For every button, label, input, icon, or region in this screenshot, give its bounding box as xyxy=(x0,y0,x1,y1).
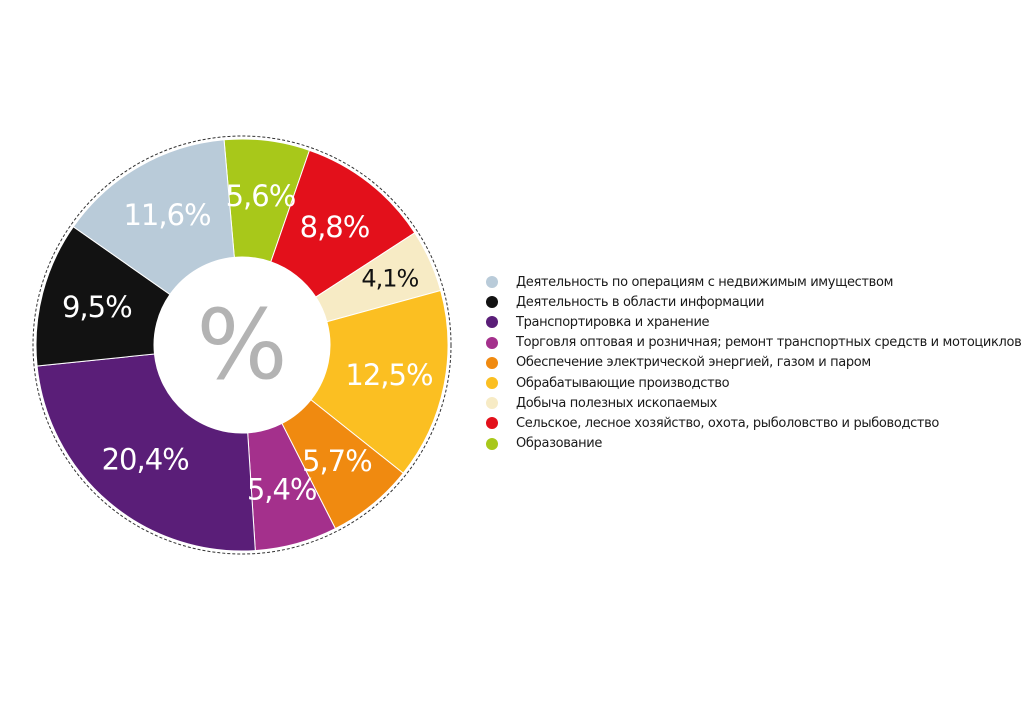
legend-label: Добыча полезных ископаемых xyxy=(516,395,717,411)
slice-label-6: 20,4% xyxy=(102,443,189,477)
legend-swatch-icon xyxy=(486,336,498,349)
legend-label: Сельское, лесное хозяйство, охота, рыбол… xyxy=(516,415,940,431)
legend-item: Обеспечение электрической энергией, газо… xyxy=(486,353,1016,373)
center-percent-symbol: % xyxy=(196,289,287,401)
legend-swatch-icon xyxy=(486,316,498,329)
legend-swatch-icon xyxy=(486,296,498,309)
legend-swatch-icon xyxy=(486,417,498,430)
legend-label: Деятельность в области информации xyxy=(516,294,765,310)
slice-label-0: 5,6% xyxy=(226,179,296,213)
donut-slices xyxy=(35,138,449,552)
slice-label-7: 9,5% xyxy=(62,290,132,324)
legend-item: Деятельность по операциям с недвижимым и… xyxy=(486,272,1016,292)
slice-label-2: 4,1% xyxy=(361,265,418,293)
legend-label: Обеспечение электрической энергией, газо… xyxy=(516,355,871,371)
slice-label-1: 8,8% xyxy=(300,210,370,244)
legend-swatch-icon xyxy=(486,437,498,450)
legend-swatch-icon xyxy=(486,276,498,289)
legend: Деятельность по операциям с недвижимым и… xyxy=(486,272,1022,454)
legend-swatch-icon xyxy=(486,356,498,369)
slice-label-5: 5,4% xyxy=(247,473,317,507)
slice-label-3: 12,5% xyxy=(345,358,432,392)
legend-swatch-icon xyxy=(486,397,498,410)
legend-label: Деятельность по операциям с недвижимым и… xyxy=(516,274,894,290)
legend-item: Обрабатывающие производство xyxy=(486,373,1016,393)
slice-label-8: 11,6% xyxy=(123,198,210,232)
donut-hole xyxy=(154,257,330,433)
slice-labels: 5,6%8,8% 4,1% 12,5% 5,7%5,4% 20,4% 9,5% 11,6% xyxy=(62,179,434,507)
legend-label: Образование xyxy=(516,436,603,452)
legend-item: Сельское, лесное хозяйство, охота, рыбол… xyxy=(486,413,1016,433)
legend-item: Добыча полезных ископаемых xyxy=(486,393,1016,413)
legend-swatch-icon xyxy=(486,377,498,390)
slice-label-4: 5,7% xyxy=(302,444,372,478)
legend-item: Торговля оптовая и розничная; ремонт тра… xyxy=(486,333,1022,353)
chart-outline xyxy=(32,135,452,555)
legend-item: Транспортировка и хранение xyxy=(486,312,1016,332)
legend-label: Транспортировка и хранение xyxy=(516,314,710,330)
legend-label: Торговля оптовая и розничная; ремонт тра… xyxy=(516,335,1022,351)
legend-item: Образование xyxy=(486,434,1016,454)
legend-label: Обрабатывающие производство xyxy=(516,375,730,391)
legend-item: Деятельность в области информации xyxy=(486,292,1016,312)
